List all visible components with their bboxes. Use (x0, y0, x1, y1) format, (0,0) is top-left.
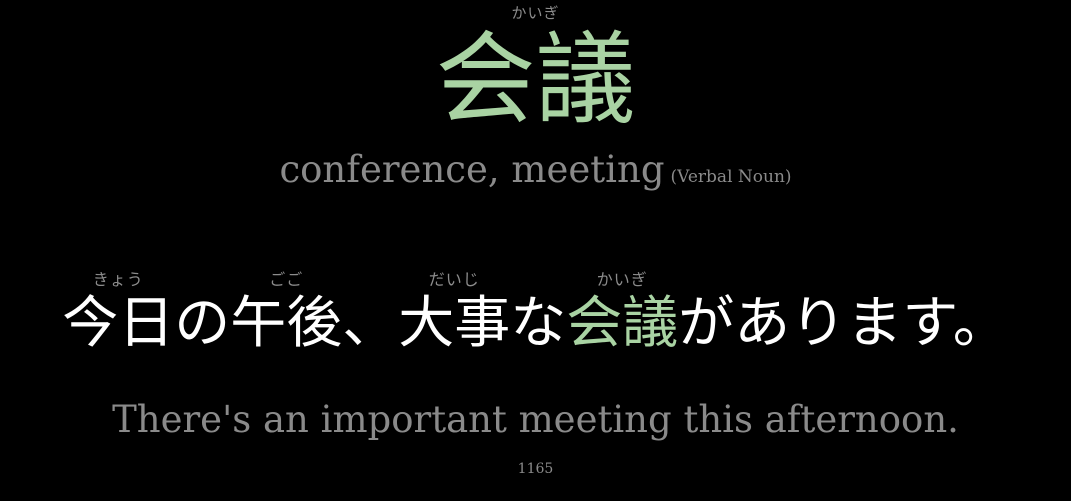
segment-reading (510, 270, 566, 290)
segment-reading: きょう (92, 270, 144, 289)
segment-text: の (174, 291, 231, 356)
sentence-segment: な (510, 270, 566, 358)
segment-reading: だいじ (428, 270, 480, 289)
segment-reading: ごご (269, 270, 304, 289)
segment-text: 会議 (566, 291, 679, 356)
segment-reading (678, 270, 1008, 290)
segment-text: 今日 (62, 291, 175, 356)
headword-meaning: conference, meeting (279, 148, 665, 191)
sentence-segment: だいじ 大事 (398, 270, 510, 358)
segment-text: 大事 (398, 291, 511, 356)
sentence-segment: きょう 今日 (62, 270, 174, 358)
sentence-segment: の (174, 270, 230, 358)
segment-text: な (510, 291, 567, 356)
segment-text: 午後 (230, 291, 343, 356)
meaning-line: conference, meeting (Verbal Noun) (0, 148, 1071, 191)
segment-reading: かいぎ (596, 270, 648, 289)
sentence-translation: There's an important meeting this aftern… (112, 398, 959, 441)
example-sentence: きょう 今日のごご 午後、だいじ 大事なかいぎ 会議 があります。 (0, 270, 1071, 358)
sentence-segment: があります。 (678, 270, 1008, 358)
sentence-segment: ごご 午後 (230, 270, 342, 358)
headword: 会議 (435, 21, 636, 138)
sentence-segment: 、 (342, 270, 398, 358)
card-number: 1165 (517, 461, 554, 477)
part-of-speech: (Verbal Noun) (670, 167, 792, 187)
headword-reading: かいぎ (511, 4, 560, 22)
segment-reading (174, 270, 230, 290)
sentence-target-word: かいぎ 会議 (566, 270, 678, 358)
segment-text: 、 (342, 291, 399, 356)
segment-reading (342, 270, 398, 290)
segment-text: があります。 (678, 291, 1009, 356)
